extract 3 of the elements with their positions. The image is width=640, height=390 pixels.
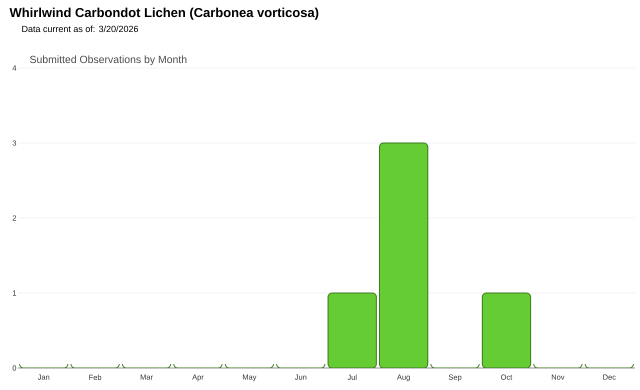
chart-title: Whirlwind Carbondot Lichen (Carbonea vorticosa) [10,8,318,20]
chart-subtitle: Data current as of: 3/20/2026 [22,26,138,32]
text: Submitted Observations by Month [30,55,186,66]
